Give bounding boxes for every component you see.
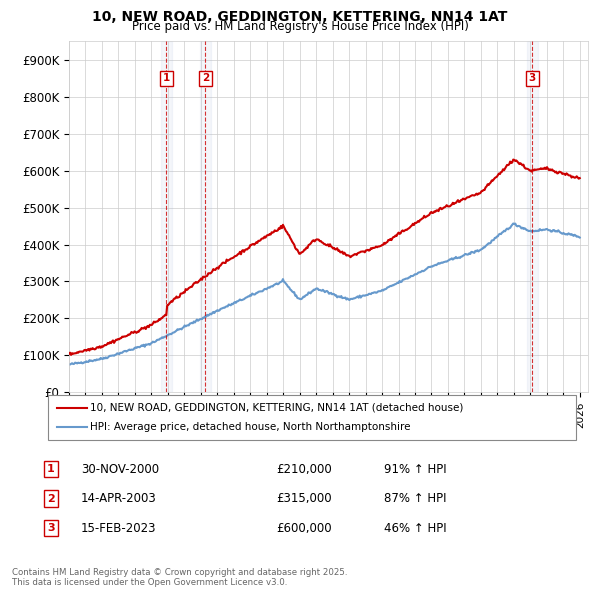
HPI: Average price, detached house, North Northamptonshire: (2.02e+03, 4.57e+05): Average price, detached house, North Nor… bbox=[509, 220, 517, 227]
Text: 91% ↑ HPI: 91% ↑ HPI bbox=[384, 463, 446, 476]
Text: 15-FEB-2023: 15-FEB-2023 bbox=[81, 522, 157, 535]
Line: 10, NEW ROAD, GEDDINGTON, KETTERING, NN14 1AT (detached house): 10, NEW ROAD, GEDDINGTON, KETTERING, NN1… bbox=[69, 159, 580, 355]
Text: 1: 1 bbox=[163, 73, 170, 83]
Text: 3: 3 bbox=[529, 73, 536, 83]
Text: Price paid vs. HM Land Registry's House Price Index (HPI): Price paid vs. HM Land Registry's House … bbox=[131, 20, 469, 33]
10, NEW ROAD, GEDDINGTON, KETTERING, NN14 1AT (detached house) bbox=[343, 252, 350, 259]
HPI: Average price, detached house, North Northamptonshire: (2.01e+03, 2.51e+05): Average price, detached house, North Nor… bbox=[343, 296, 350, 303]
Text: HPI: Average price, detached house, North Northamptonshire: HPI: Average price, detached house, Nort… bbox=[90, 422, 410, 432]
10, NEW ROAD, GEDDINGTON, KETTERING, NN14 1AT (detached house) bbox=[370, 244, 377, 251]
10, NEW ROAD, GEDDINGTON, KETTERING, NN14 1AT (detached house) bbox=[67, 351, 74, 358]
HPI: Average price, detached house, North Northamptonshire: (2.02e+03, 4.04e+05): Average price, detached house, North Nor… bbox=[485, 240, 492, 247]
Text: 87% ↑ HPI: 87% ↑ HPI bbox=[384, 492, 446, 505]
Text: 3: 3 bbox=[47, 523, 55, 533]
Bar bbox=[161, 41, 172, 392]
HPI: Average price, detached house, North Northamptonshire: (2e+03, 7.57e+04): Average price, detached house, North Nor… bbox=[65, 361, 73, 368]
Text: £600,000: £600,000 bbox=[276, 522, 332, 535]
10, NEW ROAD, GEDDINGTON, KETTERING, NN14 1AT (detached house) bbox=[576, 175, 583, 182]
10, NEW ROAD, GEDDINGTON, KETTERING, NN14 1AT (detached house) bbox=[485, 182, 492, 189]
Text: Contains HM Land Registry data © Crown copyright and database right 2025.
This d: Contains HM Land Registry data © Crown c… bbox=[12, 568, 347, 587]
10, NEW ROAD, GEDDINGTON, KETTERING, NN14 1AT (detached house) bbox=[312, 237, 319, 244]
HPI: Average price, detached house, North Northamptonshire: (2e+03, 7.53e+04): Average price, detached house, North Nor… bbox=[67, 361, 74, 368]
Text: 30-NOV-2000: 30-NOV-2000 bbox=[81, 463, 159, 476]
10, NEW ROAD, GEDDINGTON, KETTERING, NN14 1AT (detached house) bbox=[566, 172, 573, 179]
HPI: Average price, detached house, North Northamptonshire: (2.01e+03, 2.8e+05): Average price, detached house, North Nor… bbox=[312, 286, 319, 293]
Bar bbox=[527, 41, 538, 392]
HPI: Average price, detached house, North Northamptonshire: (2.03e+03, 4.29e+05): Average price, detached house, North Nor… bbox=[566, 231, 573, 238]
10, NEW ROAD, GEDDINGTON, KETTERING, NN14 1AT (detached house) bbox=[509, 156, 517, 163]
HPI: Average price, detached house, North Northamptonshire: (2.01e+03, 2.74e+05): Average price, detached house, North Nor… bbox=[309, 288, 316, 295]
HPI: Average price, detached house, North Northamptonshire: (2.01e+03, 2.7e+05): Average price, detached house, North Nor… bbox=[370, 289, 377, 296]
Text: 10, NEW ROAD, GEDDINGTON, KETTERING, NN14 1AT: 10, NEW ROAD, GEDDINGTON, KETTERING, NN1… bbox=[92, 10, 508, 24]
Text: 2: 2 bbox=[47, 494, 55, 503]
Text: £210,000: £210,000 bbox=[276, 463, 332, 476]
Text: 46% ↑ HPI: 46% ↑ HPI bbox=[384, 522, 446, 535]
Text: 2: 2 bbox=[202, 73, 209, 83]
Line: HPI: Average price, detached house, North Northamptonshire: HPI: Average price, detached house, Nort… bbox=[69, 224, 580, 365]
Bar bbox=[200, 41, 211, 392]
Text: 10, NEW ROAD, GEDDINGTON, KETTERING, NN14 1AT (detached house): 10, NEW ROAD, GEDDINGTON, KETTERING, NN1… bbox=[90, 403, 463, 412]
Text: 14-APR-2003: 14-APR-2003 bbox=[81, 492, 157, 505]
Text: £315,000: £315,000 bbox=[276, 492, 332, 505]
Text: 1: 1 bbox=[47, 464, 55, 474]
HPI: Average price, detached house, North Northamptonshire: (2.03e+03, 4.19e+05): Average price, detached house, North Nor… bbox=[576, 234, 583, 241]
10, NEW ROAD, GEDDINGTON, KETTERING, NN14 1AT (detached house) bbox=[309, 237, 316, 244]
10, NEW ROAD, GEDDINGTON, KETTERING, NN14 1AT (detached house) bbox=[65, 350, 73, 357]
